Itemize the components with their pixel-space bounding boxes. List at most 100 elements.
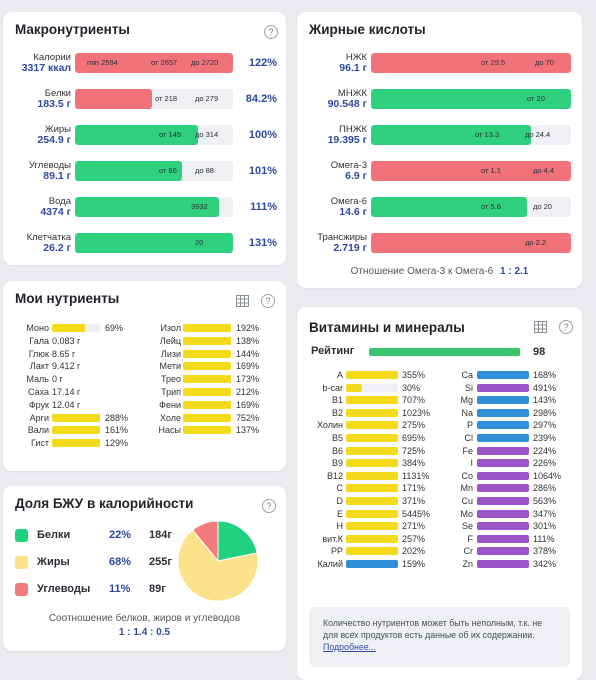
mineral-bar[interactable] <box>477 383 529 392</box>
vitamin-bar[interactable] <box>346 484 398 493</box>
mineral-bar[interactable] <box>477 484 529 493</box>
vitamin-percent: 30% <box>402 382 421 393</box>
vitamin-bar[interactable] <box>346 408 398 417</box>
more-link[interactable]: Подробнее... <box>323 642 376 652</box>
help-icon[interactable]: ? <box>559 320 573 334</box>
vitamin-bar[interactable] <box>346 522 398 531</box>
nutrient-label: Трео <box>160 374 181 385</box>
fatty-value: 96.1 г <box>339 62 367 74</box>
nutrient-bar[interactable] <box>183 413 231 422</box>
fatty-bar[interactable]: до 2.2 <box>371 233 571 253</box>
fatty-bar[interactable]: от 13.3 до 24.4 <box>371 125 571 145</box>
nutrient-bar[interactable] <box>183 388 231 396</box>
nutrient-bar[interactable] <box>183 362 231 371</box>
mineral-percent: 239% <box>533 433 557 443</box>
card-title: Мои нутриенты <box>15 291 120 306</box>
vitamin-bar[interactable] <box>346 547 398 556</box>
legend-label: Жиры <box>37 556 70 568</box>
mineral-bar[interactable] <box>477 534 529 543</box>
nutrient-bar-fill <box>183 375 231 384</box>
mineral-bar[interactable] <box>477 396 529 405</box>
macro-bar[interactable]: от 218 до 279 <box>75 89 233 109</box>
vitamin-percent: 5445% <box>402 508 431 519</box>
nutrient-bar[interactable] <box>52 439 100 448</box>
vitamin-bar[interactable] <box>346 534 398 543</box>
pie-slice-protein <box>217 520 258 562</box>
range-text: от 2657 <box>151 58 178 67</box>
nutrient-bar-fill <box>52 324 85 332</box>
fatty-label: МНЖК 90.548 г <box>301 88 367 110</box>
legend-percent: 11% <box>109 583 131 595</box>
vitamin-percent: 171% <box>402 483 426 494</box>
vitamin-bar[interactable] <box>346 509 398 518</box>
legend-swatch <box>15 583 28 596</box>
vitamin-bar[interactable] <box>346 497 398 505</box>
vitamin-bar[interactable] <box>346 396 398 405</box>
nutrient-bar[interactable] <box>52 413 100 422</box>
mineral-label: Ca <box>461 370 473 380</box>
legend-label: Углеводы <box>37 583 91 595</box>
macro-label: Углеводы 89.1 г <box>7 160 71 182</box>
nutrient-bar[interactable] <box>52 426 100 435</box>
vitamin-bar[interactable] <box>346 371 398 379</box>
mineral-bar-fill <box>477 434 529 442</box>
help-icon[interactable]: ? <box>261 294 275 308</box>
grid-icon[interactable] <box>534 321 547 333</box>
vitamin-bar[interactable] <box>346 560 398 568</box>
fatty-name: Омега-3 <box>330 160 367 171</box>
nutrient-percent: 161% <box>105 425 129 436</box>
legend-grams: 255г <box>149 556 172 568</box>
nutrient-bar[interactable] <box>183 400 231 409</box>
vitamins-minerals-card: Витамины и минералы ? Рейтинг 98 Количес… <box>297 307 582 680</box>
vitamin-bar[interactable] <box>346 421 398 430</box>
help-icon[interactable]: ? <box>264 25 278 39</box>
nutrient-percent: 752% <box>236 412 260 423</box>
mineral-bar[interactable] <box>477 434 529 442</box>
nutrient-bar[interactable] <box>183 426 231 435</box>
mineral-bar[interactable] <box>477 547 529 556</box>
mineral-bar[interactable] <box>477 459 529 468</box>
vitamin-bar-fill <box>346 383 362 392</box>
fatty-bar[interactable]: от 29.5 до 70 <box>371 53 571 73</box>
nutrient-bar[interactable] <box>183 336 231 345</box>
macro-bar[interactable]: 20 <box>75 233 233 253</box>
nutrient-bar[interactable] <box>52 324 100 332</box>
mineral-bar[interactable] <box>477 522 529 531</box>
vitamin-bar[interactable] <box>346 459 398 468</box>
mineral-percent: 168% <box>533 370 557 380</box>
macro-bar[interactable]: min 2594 от 2657 до 2720 <box>75 53 233 73</box>
macro-percent: 84.2% <box>245 93 277 105</box>
nutrient-bar[interactable] <box>183 375 231 384</box>
nutrient-bar[interactable] <box>183 349 231 358</box>
vitamin-bar[interactable] <box>346 446 398 455</box>
mineral-bar[interactable] <box>477 471 529 480</box>
vitamin-bar[interactable] <box>346 471 398 480</box>
fatty-bar[interactable]: от 20 <box>371 89 571 109</box>
mineral-bar[interactable] <box>477 560 529 568</box>
vitamin-bar-fill <box>346 446 398 455</box>
mineral-percent: 491% <box>533 382 557 393</box>
grid-icon[interactable] <box>236 295 249 307</box>
vitamin-bar[interactable] <box>346 434 398 442</box>
vitamin-bar[interactable] <box>346 383 398 392</box>
mineral-bar[interactable] <box>477 408 529 417</box>
mineral-bar[interactable] <box>477 509 529 518</box>
nutrient-bar[interactable] <box>183 324 231 332</box>
nutrient-bar-fill <box>183 336 231 345</box>
mineral-bar[interactable] <box>477 371 529 379</box>
macro-bar[interactable]: 3932 <box>75 197 233 217</box>
nutrient-label: Вали <box>27 425 49 436</box>
macro-bar[interactable]: от 66 до 88 <box>75 161 233 181</box>
nutrient-bar-fill <box>183 362 231 371</box>
mineral-bar[interactable] <box>477 421 529 430</box>
nutrient-label: Гист <box>30 438 49 449</box>
mineral-bar[interactable] <box>477 446 529 455</box>
vitamin-label: Калий <box>317 559 343 569</box>
fatty-value: 90.548 г <box>327 98 367 110</box>
mineral-label: Cl <box>464 433 474 443</box>
help-icon[interactable]: ? <box>262 499 276 513</box>
mineral-bar[interactable] <box>477 497 529 505</box>
fatty-bar[interactable]: от 1.1 до 4.4 <box>371 161 571 181</box>
macro-bar[interactable]: от 145 до 314 <box>75 125 233 145</box>
fatty-bar[interactable]: от 5.6 до 20 <box>371 197 571 217</box>
